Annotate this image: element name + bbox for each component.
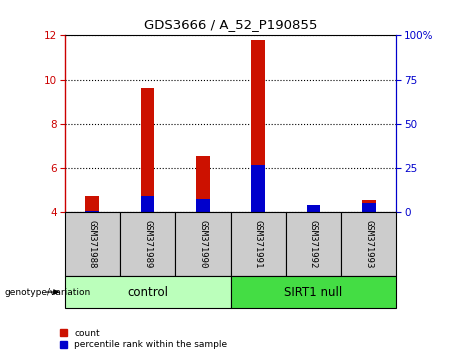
Text: genotype/variation: genotype/variation [5,287,91,297]
Bar [341,212,396,276]
Bar [141,196,154,212]
Bar [175,212,230,276]
Bar [85,196,99,212]
Text: GSM371993: GSM371993 [364,220,373,268]
Bar [251,40,265,212]
Bar [65,212,120,276]
Bar [141,88,154,212]
Bar [230,276,396,308]
Bar [251,166,265,212]
Text: GSM371989: GSM371989 [143,220,152,268]
Legend: count, percentile rank within the sample: count, percentile rank within the sample [60,329,227,349]
Bar [307,205,320,212]
Bar [65,276,230,308]
Bar [286,212,341,276]
Title: GDS3666 / A_52_P190855: GDS3666 / A_52_P190855 [144,18,317,32]
Text: control: control [127,286,168,298]
Text: GSM371991: GSM371991 [254,220,263,268]
Bar [307,209,320,212]
Bar [196,156,210,212]
Bar [230,212,286,276]
Text: GSM371988: GSM371988 [88,220,97,268]
Bar [196,199,210,212]
Bar [362,200,376,212]
Bar [362,203,376,212]
Bar [85,211,99,212]
Text: GSM371992: GSM371992 [309,220,318,268]
Text: SIRT1 null: SIRT1 null [284,286,343,298]
Text: GSM371990: GSM371990 [198,220,207,268]
Bar [120,212,175,276]
